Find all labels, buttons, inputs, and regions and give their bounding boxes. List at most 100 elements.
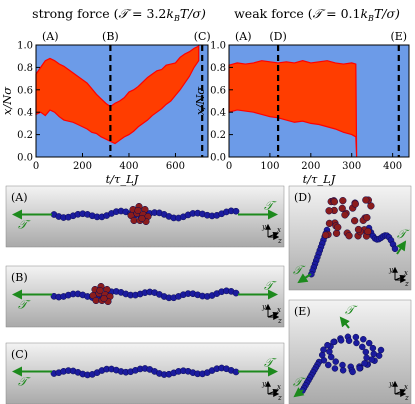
chain-bead bbox=[369, 344, 377, 352]
knot-bead bbox=[322, 231, 330, 239]
snapshot-label: (C) bbox=[11, 348, 28, 361]
x-axis-label: t/τ_LJ bbox=[106, 172, 140, 186]
snapshot-e: (E) 𝒯𝒯 y xz bbox=[288, 299, 412, 404]
chain-bead bbox=[330, 338, 337, 346]
chain-bead bbox=[377, 346, 385, 354]
knot-bead bbox=[332, 229, 341, 237]
knot-bead bbox=[351, 200, 359, 208]
strong-force-chart: strong force (𝒯 = 3.2kBT/σ) (A) (B) (C) 0 20… bbox=[0, 6, 211, 186]
force-arrow-right bbox=[293, 387, 305, 398]
chain-bead bbox=[391, 245, 399, 253]
triad-y-label: y bbox=[388, 266, 394, 274]
y-tick-label: 0.8 bbox=[17, 63, 33, 74]
chain-bead bbox=[345, 337, 353, 344]
y-tick-label: 0.0 bbox=[210, 153, 226, 164]
plot-frame bbox=[228, 44, 410, 158]
knot-bead bbox=[96, 286, 104, 295]
knot-cluster bbox=[89, 282, 114, 306]
data-band bbox=[35, 45, 200, 145]
snapshot-d: (D)𝒯𝒯y xz bbox=[288, 185, 412, 291]
snapshot-background bbox=[5, 342, 285, 404]
chain-bead bbox=[361, 360, 368, 367]
triad-x-axis bbox=[267, 311, 280, 318]
snapshot-background bbox=[5, 265, 285, 328]
knot-bead bbox=[334, 223, 342, 231]
x-tick-label: 300 bbox=[342, 161, 361, 172]
axis-triad-icon: y xz bbox=[261, 380, 282, 402]
x-tick-label: 100 bbox=[260, 161, 279, 172]
snapshot-a: (A)𝒯𝒯y xz bbox=[5, 185, 285, 248]
triad-z-label: z bbox=[277, 317, 282, 325]
triad-x-axis bbox=[394, 388, 407, 395]
knot-bead bbox=[363, 213, 371, 222]
triad-x-axis bbox=[267, 231, 280, 238]
knot-bead bbox=[339, 197, 347, 205]
knot-bead bbox=[345, 232, 353, 240]
y-axis-label: x/Nσ bbox=[193, 86, 207, 115]
y-tick-label: 0.2 bbox=[17, 130, 33, 141]
chain-bead bbox=[360, 336, 367, 343]
triad-z-label: z bbox=[404, 280, 409, 288]
x-axis-label: t/τ_LJ bbox=[303, 172, 337, 186]
knot-bead bbox=[350, 217, 359, 225]
chain-bead bbox=[331, 365, 339, 372]
chart-title: strong force (𝒯 = 3.2kBT/σ) bbox=[32, 6, 206, 23]
x-tick-label: 200 bbox=[73, 161, 92, 172]
x-tick-label: 400 bbox=[383, 161, 402, 172]
snapshot-label: (D) bbox=[294, 191, 311, 204]
time-marker-label: (B) bbox=[102, 30, 119, 43]
force-arrow-left bbox=[339, 316, 350, 329]
knot-bead bbox=[341, 211, 349, 219]
chain-bead bbox=[359, 343, 366, 351]
triad-x-label: x bbox=[277, 383, 281, 391]
polymer-chain bbox=[50, 207, 240, 222]
triad-x-label: x bbox=[404, 269, 408, 277]
force-arrow-right bbox=[396, 240, 407, 255]
chain-bead bbox=[339, 367, 347, 374]
x-tick-label: 400 bbox=[119, 161, 138, 172]
triad-y-label: y bbox=[388, 380, 394, 388]
knot-bead bbox=[325, 219, 334, 228]
polymer-chain bbox=[50, 364, 240, 379]
knot-bead bbox=[354, 225, 363, 234]
knot-bead bbox=[100, 294, 108, 303]
chain-bead bbox=[326, 348, 333, 355]
knot-bead bbox=[330, 198, 339, 206]
y-tick-label: 0.4 bbox=[17, 108, 33, 119]
triad-y-label: y bbox=[261, 223, 267, 231]
triad-x-axis bbox=[394, 274, 407, 281]
triad-z-label: z bbox=[277, 237, 282, 245]
axis-triad-icon: y xz bbox=[388, 266, 409, 288]
polymer-chain bbox=[299, 333, 385, 394]
chain-bead bbox=[363, 354, 370, 361]
chain-bead bbox=[365, 339, 373, 347]
knot-bead bbox=[92, 296, 100, 305]
y-tick-label: 0.0 bbox=[17, 153, 33, 164]
data-band bbox=[228, 60, 358, 158]
knot-bead bbox=[362, 196, 370, 204]
chain-bead bbox=[332, 358, 339, 365]
time-marker-label: (C) bbox=[194, 30, 211, 43]
time-marker-label: (A) bbox=[235, 30, 252, 43]
polymer-chain bbox=[50, 287, 240, 302]
chain-bead bbox=[353, 339, 360, 347]
axis-triad-icon: y xz bbox=[261, 303, 282, 325]
chain-bead bbox=[232, 207, 240, 215]
snapshot-label: (E) bbox=[294, 305, 311, 318]
chain-bead bbox=[337, 337, 345, 344]
chain-bead bbox=[232, 289, 240, 297]
x-tick-label: 600 bbox=[166, 161, 185, 172]
x-tick-label: 0 bbox=[33, 161, 39, 172]
y-tick-label: 0.8 bbox=[210, 63, 226, 74]
knot-cluster bbox=[322, 196, 375, 240]
triad-x-label: x bbox=[277, 306, 281, 314]
triad-z-label: z bbox=[404, 394, 409, 402]
chain-bead bbox=[356, 365, 363, 372]
chain-bead bbox=[320, 346, 327, 353]
y-tick-label: 0.2 bbox=[210, 130, 226, 141]
force-arrow-left bbox=[297, 273, 312, 284]
knot-bead bbox=[138, 214, 146, 223]
chain-bead bbox=[375, 352, 383, 359]
time-marker-label: (E) bbox=[390, 30, 407, 43]
